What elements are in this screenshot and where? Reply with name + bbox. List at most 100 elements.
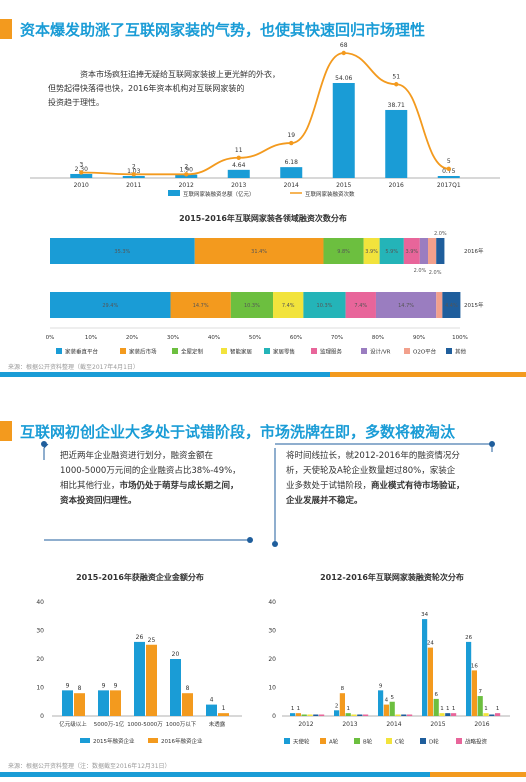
- deal-count-label: 68: [340, 42, 348, 49]
- round-bar: [295, 713, 301, 716]
- x-tick-label: 2014: [386, 721, 401, 728]
- left-insight-line: 资本投资回归理性。: [60, 494, 250, 509]
- round-bar: [433, 698, 439, 716]
- stacked-segment: [442, 292, 461, 318]
- y-tick-label: 30: [268, 628, 276, 635]
- section-divider-accent: [330, 372, 526, 377]
- x-tick-label: 2010: [74, 182, 89, 189]
- round-bar: [363, 714, 369, 716]
- legend-label: D轮: [429, 738, 439, 746]
- legend-swatch: [148, 738, 158, 743]
- amount-bar: [74, 693, 85, 716]
- legend-swatch: [420, 738, 426, 744]
- round-bar: [334, 710, 340, 716]
- stacked-segment: [50, 292, 171, 318]
- x-tick-label: 5000万-1亿: [94, 720, 125, 728]
- segment-label: 3.9%: [365, 249, 378, 255]
- round-bar-label: 1: [452, 706, 456, 712]
- deal-count-point: [341, 50, 346, 56]
- segment-label: 7.4%: [354, 303, 367, 309]
- stacked-segment: [403, 238, 420, 264]
- left-insight-plain: 相比其他行业，: [60, 481, 120, 491]
- stacked-segment: [230, 292, 274, 318]
- x-tick-label: 40%: [208, 335, 220, 341]
- y-tick-label: 20: [36, 656, 44, 663]
- funding-bar-label: 0.75: [442, 168, 456, 175]
- x-tick-label: 10%: [85, 335, 97, 341]
- stacked-segment: [379, 238, 404, 264]
- funding-bar-label: 4.64: [232, 162, 246, 169]
- footer-bar-accent: [430, 772, 526, 777]
- round-bar-label: 7: [478, 689, 482, 695]
- legend-swatch: [172, 348, 178, 354]
- x-tick-label: 2013: [231, 182, 246, 189]
- legend-swatch: [446, 348, 452, 354]
- left-insight-line: 相比其他行业，市场仍处于萌芽与成长期之间，: [60, 479, 250, 494]
- right-insight-line: 企业发展并不稳定。: [286, 494, 486, 509]
- segment-label: 14.7%: [193, 303, 209, 309]
- legend-label: 家装后市场: [129, 348, 157, 356]
- amount-bar: [182, 693, 193, 716]
- round-bar-label: 1: [496, 706, 500, 712]
- segment-label: 10.3%: [244, 303, 260, 309]
- deal-count-point: [446, 166, 451, 172]
- deal-count-point: [394, 82, 399, 87]
- x-tick-label: 30%: [167, 335, 179, 341]
- round-bar: [483, 713, 489, 716]
- text-box-frames: [41, 441, 495, 547]
- legend-swatch: [120, 348, 126, 354]
- field-distribution-chart: 35.3% 31.4% 9.8% 3.9% 5.9% 3.9%2.0% 2.0%2.0%20…: [46, 231, 484, 356]
- deal-count-point: [184, 172, 189, 177]
- x-tick-label: 2012: [179, 182, 194, 189]
- legend-swatch: [284, 738, 290, 744]
- legend-label: O2O平台: [413, 348, 437, 356]
- round-bar-label: 1: [297, 706, 301, 712]
- legend-swatch: [56, 348, 62, 354]
- x-tick-label: 20%: [126, 335, 138, 341]
- amount-bar: [218, 713, 229, 716]
- field-distribution-title: 2015-2016年互联网家装各领域融资次数分布: [179, 214, 347, 223]
- segment-label: 2.0%: [414, 268, 427, 274]
- legend-swatch: [386, 738, 392, 744]
- round-bar-label: 34: [421, 612, 428, 618]
- legend-label-funding: 互联网家装融资总额（亿元）: [183, 190, 255, 198]
- round-bar: [339, 693, 345, 716]
- legend-label-deals: 互联网家装融资次数: [305, 190, 355, 198]
- stacked-segment: [323, 238, 364, 264]
- right-box-dot: [489, 441, 495, 447]
- x-tick-label: 2015: [336, 182, 351, 189]
- x-tick-label: 2016: [389, 182, 404, 189]
- y-tick-label: 0: [40, 713, 44, 720]
- left-insight-bold: 资本投资回归理性。: [60, 496, 137, 506]
- left-box-dot: [247, 537, 253, 543]
- funding-bar: [385, 109, 408, 178]
- funding-bar: [437, 176, 460, 178]
- round-bar: [290, 713, 296, 716]
- y-tick-label: 40: [268, 599, 276, 606]
- section-divider: [0, 372, 526, 377]
- round-bar: [313, 714, 319, 716]
- legend-label: 其他: [455, 348, 467, 356]
- left-box-dot: [41, 441, 47, 447]
- funding-bar: [280, 167, 303, 178]
- amount-bar-label: 20: [172, 651, 180, 658]
- round-bar: [345, 713, 351, 716]
- stacked-segment: [194, 238, 324, 264]
- legend-swatch: [311, 348, 317, 354]
- round-bar-label: 8: [341, 686, 345, 692]
- deal-count-label: 5: [447, 158, 451, 165]
- round-distribution-title: 2012-2016年互联网家装融资轮次分布: [320, 573, 464, 582]
- x-tick-label: 50%: [249, 335, 261, 341]
- amount-bar: [146, 644, 157, 716]
- round-bar: [357, 714, 363, 716]
- section1-intro: 资本市场疯狂追捧无疑给互联网家装披上更光鲜的外衣， 但势起得快落得也快，2016…: [40, 68, 280, 110]
- round-bar: [378, 690, 384, 716]
- x-tick-label: 2017Q1: [437, 182, 461, 189]
- amount-bar-label: 9: [66, 682, 70, 689]
- funding-bar-label: 6.18: [285, 159, 299, 166]
- round-bar: [477, 696, 483, 716]
- round-bar: [427, 647, 433, 716]
- amount-distribution-chart: 0 10 20 30 40 9 8 亿元级以上 9 9 5000万-1亿 26 25 1000-5000万…: [36, 599, 242, 745]
- x-tick-label: 亿元级以上: [59, 720, 87, 728]
- stacked-segment: [428, 238, 437, 264]
